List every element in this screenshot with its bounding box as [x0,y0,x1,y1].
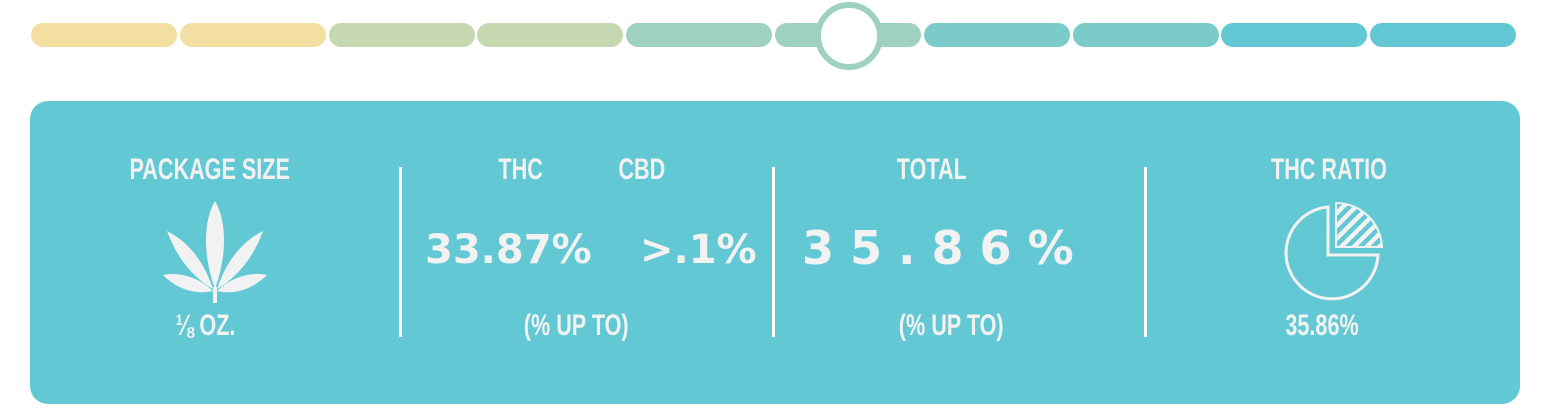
total-value: 3 5 . 8 6 % [802,221,1074,275]
product-info-card: PACKAGE SIZE ⅛ OZ. THC CBD 33.87% >.1% (… [30,101,1520,404]
cannabis-leaf-icon [163,201,267,303]
slider-segment[interactable] [1221,23,1368,47]
package-size-label: PACKAGE SIZE [129,153,290,186]
thc-label: THC [498,153,543,186]
slider-segment[interactable] [179,23,326,47]
divider [1144,167,1147,337]
package-size-value: ⅛ OZ. [175,309,236,342]
slider-segment[interactable] [31,23,177,47]
cbd-label: CBD [618,153,666,186]
total-label: TOTAL [896,153,967,186]
pie-chart-icon [1284,201,1384,301]
divider [772,167,775,337]
total-note: (% UP TO) [898,309,1004,342]
slider-segment[interactable] [1370,23,1517,47]
slider-segment[interactable] [477,23,624,47]
thc-ratio-value: 35.86% [1285,309,1359,342]
divider [399,167,402,337]
thc-cbd-note: (% UP TO) [523,309,629,342]
slider-knob[interactable] [815,2,883,70]
slider-segment[interactable] [626,23,773,47]
slider-segment[interactable] [1072,23,1219,47]
strain-slider[interactable] [31,23,1519,47]
slider-segment[interactable] [328,23,475,47]
cbd-value: >.1% [640,227,757,273]
thc-value: 33.87% [425,227,592,273]
slider-segment[interactable] [923,23,1070,47]
thc-ratio-label: THC RATIO [1271,153,1387,186]
